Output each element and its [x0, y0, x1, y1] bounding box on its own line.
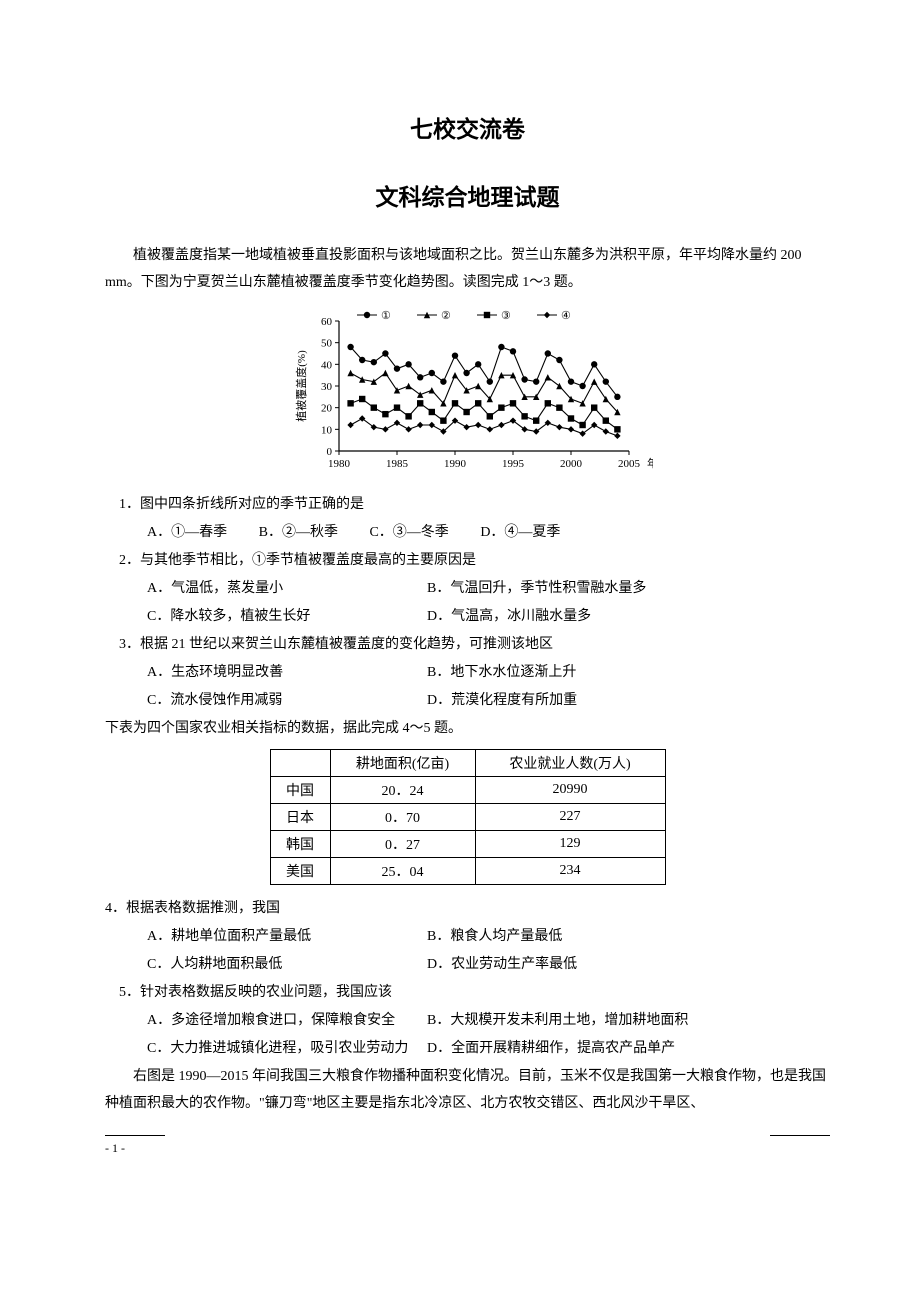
q1-opt-b: B．②—秋季 — [259, 519, 338, 547]
svg-text:0: 0 — [326, 446, 332, 458]
svg-text:1990: 1990 — [444, 458, 467, 470]
page-title-1: 七校交流卷 — [105, 110, 830, 144]
table-row: 日本0．70227 — [270, 803, 665, 830]
q3-stem: 3．根据 21 世纪以来贺兰山东麓植被覆盖度的变化趋势，可推测该地区 — [105, 631, 830, 659]
agri-table: 耕地面积(亿亩)农业就业人数(万人) 中国20．2420990日本0．70227… — [270, 749, 666, 885]
svg-text:1985: 1985 — [386, 458, 409, 470]
svg-text:20: 20 — [321, 402, 333, 414]
q2-opt-c: C．降水较多，植被生长好 — [147, 603, 427, 631]
page-number: - 1 - — [105, 1141, 125, 1156]
svg-text:植被覆盖度(%): 植被覆盖度(%) — [294, 350, 308, 422]
chart-container: 0 10 20 30 40 50 60 1980 1985 1990 1995 2000 2005 年份 植… — [105, 303, 830, 483]
table-row: 美国25．04234 — [270, 857, 665, 884]
footer-rule-left — [105, 1135, 165, 1136]
table-cell: 韩国 — [270, 830, 330, 857]
svg-text:40: 40 — [321, 359, 333, 371]
q4-opt-d: D．农业劳动生产率最低 — [427, 951, 830, 979]
table-cell: 20990 — [475, 776, 665, 803]
q2-options: A．气温低，蒸发量小 B．气温回升，季节性积雪融水量多 C．降水较多，植被生长好… — [105, 575, 830, 631]
svg-text:10: 10 — [321, 424, 333, 436]
page-title-2: 文科综合地理试题 — [105, 178, 830, 212]
q4-opt-a: A．耕地单位面积产量最低 — [147, 923, 427, 951]
tail-paragraph: 右图是 1990—2015 年间我国三大粮食作物播种面积变化情况。目前，玉米不仅… — [105, 1063, 830, 1118]
table-row: 中国20．2420990 — [270, 776, 665, 803]
q2-opt-b: B．气温回升，季节性积雪融水量多 — [427, 575, 830, 603]
q5-opt-d: D．全面开展精耕细作，提高农产品单产 — [427, 1035, 830, 1063]
svg-text:60: 60 — [321, 316, 333, 328]
q1-stem: 1．图中四条折线所对应的季节正确的是 — [105, 491, 830, 519]
q3-opt-c: C．流水侵蚀作用减弱 — [147, 687, 427, 715]
q5-stem: 5．针对表格数据反映的农业问题，我国应该 — [105, 979, 830, 1007]
svg-text:1980: 1980 — [328, 458, 351, 470]
vegetation-chart: 0 10 20 30 40 50 60 1980 1985 1990 1995 2000 2005 年份 植… — [283, 303, 653, 483]
q1-opt-a: A．①—春季 — [147, 519, 227, 547]
svg-text:年份: 年份 — [647, 456, 653, 470]
agri-table-wrap: 耕地面积(亿亩)农业就业人数(万人) 中国20．2420990日本0．70227… — [105, 749, 830, 885]
svg-text:30: 30 — [321, 381, 333, 393]
q3-opt-b: B．地下水水位逐渐上升 — [427, 659, 830, 687]
table-row: 韩国0．27129 — [270, 830, 665, 857]
table-cell: 0．70 — [330, 803, 475, 830]
table-cell: 美国 — [270, 857, 330, 884]
exam-page: 七校交流卷 文科综合地理试题 植被覆盖度指某一地域植被垂直投影面积与该地域面积之… — [0, 0, 920, 1167]
q4-opt-b: B．粮食人均产量最低 — [427, 923, 830, 951]
table-cell: 中国 — [270, 776, 330, 803]
table-cell: 20．24 — [330, 776, 475, 803]
intro-paragraph: 植被覆盖度指某一地域植被垂直投影面积与该地域面积之比。贺兰山东麓多为洪积平原，年… — [105, 242, 830, 297]
svg-text:2000: 2000 — [560, 458, 583, 470]
svg-text:①: ① — [381, 310, 391, 322]
q2-opt-a: A．气温低，蒸发量小 — [147, 575, 427, 603]
q4-stem: 4．根据表格数据推测，我国 — [105, 895, 830, 923]
q5-options: A．多途径增加粮食进口，保障粮食安全 B．大规模开发未利用土地，增加耕地面积 C… — [105, 1007, 830, 1063]
table-header-cell — [270, 749, 330, 776]
q4-options: A．耕地单位面积产量最低 B．粮食人均产量最低 C．人均耕地面积最低 D．农业劳… — [105, 923, 830, 979]
table-cell: 129 — [475, 830, 665, 857]
q2-stem: 2．与其他季节相比，①季节植被覆盖度最高的主要原因是 — [105, 547, 830, 575]
q5-opt-a: A．多途径增加粮食进口，保障粮食安全 — [147, 1007, 427, 1035]
q3-options: A．生态环境明显改善 B．地下水水位逐渐上升 C．流水侵蚀作用减弱 D．荒漠化程… — [105, 659, 830, 715]
svg-text:50: 50 — [321, 337, 333, 349]
table-header-cell: 耕地面积(亿亩) — [330, 749, 475, 776]
table-cell: 227 — [475, 803, 665, 830]
table-cell: 234 — [475, 857, 665, 884]
q5-opt-c: C．大力推进城镇化进程，吸引农业劳动力 — [147, 1035, 427, 1063]
svg-text:1995: 1995 — [502, 458, 525, 470]
q2-opt-d: D．气温高，冰川融水量多 — [427, 603, 830, 631]
svg-text:2005: 2005 — [618, 458, 641, 470]
table-intro: 下表为四个国家农业相关指标的数据，据此完成 4～5 题。 — [105, 715, 830, 743]
q5-opt-b: B．大规模开发未利用土地，增加耕地面积 — [427, 1007, 830, 1035]
q1-opt-d: D．④—夏季 — [480, 519, 560, 547]
svg-text:③: ③ — [501, 310, 511, 322]
q1-opt-c: C．③—冬季 — [369, 519, 448, 547]
table-header-cell: 农业就业人数(万人) — [475, 749, 665, 776]
svg-text:④: ④ — [561, 310, 571, 322]
q3-opt-a: A．生态环境明显改善 — [147, 659, 427, 687]
footer-rule-right — [770, 1135, 830, 1136]
q3-opt-d: D．荒漠化程度有所加重 — [427, 687, 830, 715]
svg-text:②: ② — [441, 310, 451, 322]
q4-opt-c: C．人均耕地面积最低 — [147, 951, 427, 979]
q1-options: A．①—春季 B．②—秋季 C．③—冬季 D．④—夏季 — [105, 519, 830, 547]
table-cell: 0．27 — [330, 830, 475, 857]
table-cell: 25．04 — [330, 857, 475, 884]
table-cell: 日本 — [270, 803, 330, 830]
